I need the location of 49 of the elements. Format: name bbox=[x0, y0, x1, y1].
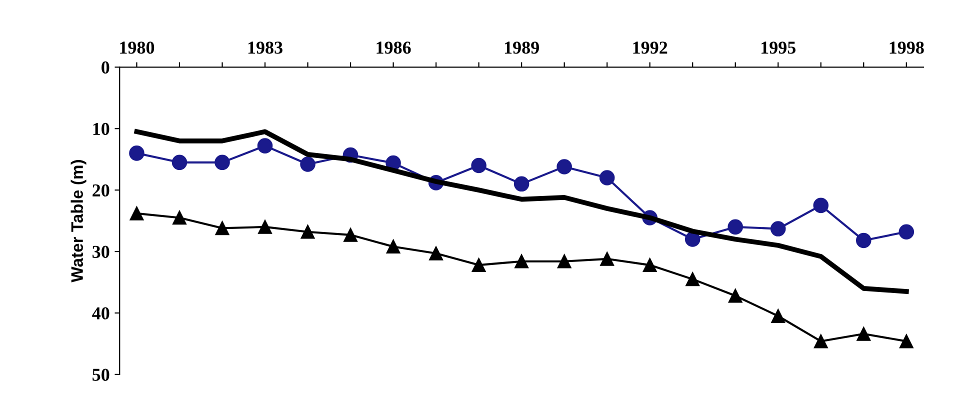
point bbox=[728, 219, 743, 235]
y-tick-label: 40 bbox=[92, 307, 110, 320]
point bbox=[215, 221, 230, 236]
point bbox=[557, 254, 572, 268]
point bbox=[514, 176, 530, 192]
x-tick-label: 1986 bbox=[376, 42, 411, 54]
y-tick-label: 50 bbox=[92, 368, 110, 381]
point bbox=[814, 334, 828, 348]
point bbox=[556, 159, 572, 174]
x-tick-label: 1980 bbox=[120, 42, 154, 54]
point bbox=[172, 210, 186, 225]
point bbox=[300, 156, 316, 172]
point bbox=[386, 240, 400, 254]
point bbox=[172, 154, 188, 170]
point bbox=[770, 221, 786, 236]
point bbox=[258, 220, 272, 234]
point bbox=[899, 334, 914, 348]
x-tick-label: 1983 bbox=[248, 42, 282, 54]
point bbox=[856, 326, 871, 341]
point bbox=[599, 170, 615, 186]
point bbox=[898, 224, 914, 240]
point bbox=[130, 206, 144, 220]
y-tick-label: 10 bbox=[93, 122, 110, 136]
y-tick-label: 30 bbox=[92, 246, 110, 258]
point bbox=[642, 258, 657, 272]
x-tick-label: 1998 bbox=[890, 42, 924, 54]
y-tick-label: 0 bbox=[102, 61, 110, 74]
point bbox=[429, 246, 443, 260]
point bbox=[813, 198, 829, 214]
point bbox=[771, 309, 786, 323]
point bbox=[472, 258, 486, 272]
point bbox=[856, 232, 872, 248]
y-axis-title: Water Table (m) bbox=[70, 160, 86, 282]
point bbox=[300, 224, 315, 239]
x-tick-label: 1992 bbox=[633, 42, 668, 54]
point bbox=[214, 154, 230, 170]
point bbox=[684, 232, 700, 247]
line-series bbox=[134, 129, 909, 294]
point bbox=[471, 158, 486, 174]
y-tick-label: 20 bbox=[92, 184, 110, 197]
x-tick-label: 1995 bbox=[762, 42, 796, 54]
x-tick-label: 1989 bbox=[504, 42, 539, 54]
point bbox=[600, 252, 614, 266]
point bbox=[257, 138, 273, 154]
point bbox=[514, 254, 529, 268]
point bbox=[686, 272, 700, 286]
point bbox=[728, 288, 742, 303]
point bbox=[129, 146, 144, 161]
point bbox=[344, 228, 358, 242]
